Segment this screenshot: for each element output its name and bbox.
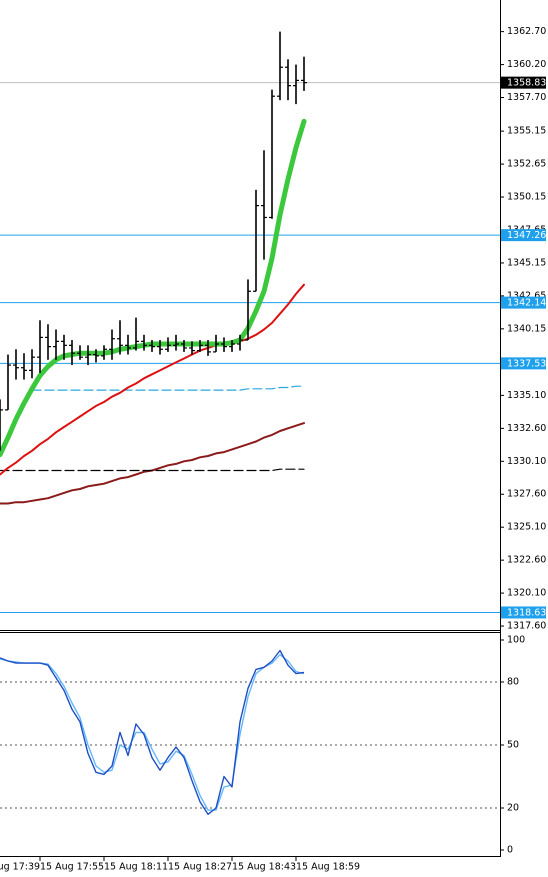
level-label: 1318.63 <box>507 607 546 618</box>
y-tick-label: 1352.65 <box>507 159 546 170</box>
y-tick-label: 1317.60 <box>507 621 546 632</box>
x-tick-label: 15 Aug 18:11 <box>104 862 168 873</box>
price-plot <box>0 31 500 613</box>
x-tick-label: 15 Aug 17:39 <box>0 862 40 873</box>
x-tick-label: 15 Aug 18:43 <box>232 862 296 873</box>
y-tick-label: 1345.15 <box>507 257 546 268</box>
y-tick-label: 80 <box>507 677 519 688</box>
oscillator-line <box>0 654 305 811</box>
level-tag <box>501 296 546 309</box>
axes: 1317.60 1320.10 1322.60 1325.10 1327.60 1330.… <box>0 0 546 857</box>
x-tick-label: 15 Aug 18:59 <box>296 862 360 873</box>
y-tick-label: 20 <box>507 803 519 814</box>
y-tick-label: 1322.60 <box>507 555 546 566</box>
x-tick-label: 15 Aug 17:55 <box>40 862 104 873</box>
level-tag <box>501 357 546 370</box>
y-tick-label: 1360.20 <box>507 59 546 70</box>
y-tick-label: 1342.65 <box>507 290 546 301</box>
last-price-label: 1358.83 <box>507 78 546 89</box>
level-tag <box>501 606 546 619</box>
last-price-tag <box>501 76 546 89</box>
level-label: 1347.26 <box>507 230 546 241</box>
y-tick-label: 100 <box>507 635 525 646</box>
oscillator-line <box>0 649 305 815</box>
y-tick-label: 1355.15 <box>507 126 546 137</box>
y-tick-label: 1332.60 <box>507 423 546 434</box>
y-tick-label: 1362.70 <box>507 26 546 37</box>
oscillator-plot <box>0 649 500 815</box>
y-tick-label: 1335.10 <box>507 390 546 401</box>
y-tick-label: 0 <box>507 845 513 856</box>
y-tick-label: 1350.15 <box>507 192 546 203</box>
moving-average <box>31 385 305 391</box>
y-tick-label: 1320.10 <box>507 588 546 599</box>
y-tick-label: 1330.10 <box>507 456 546 467</box>
y-tick-label: 1357.70 <box>507 92 546 103</box>
y-tick-label: 1325.10 <box>507 522 546 533</box>
y-tick-label: 1340.15 <box>507 323 546 334</box>
level-label: 1342.14 <box>507 298 546 309</box>
y-tick-label: 1327.60 <box>507 489 546 500</box>
y-tick-label: 50 <box>507 740 519 751</box>
level-label: 1337.53 <box>507 358 546 369</box>
level-tag <box>501 229 546 242</box>
x-tick-label: 15 Aug 18:27 <box>168 862 232 873</box>
moving-average <box>0 283 305 476</box>
moving-average <box>0 468 305 472</box>
